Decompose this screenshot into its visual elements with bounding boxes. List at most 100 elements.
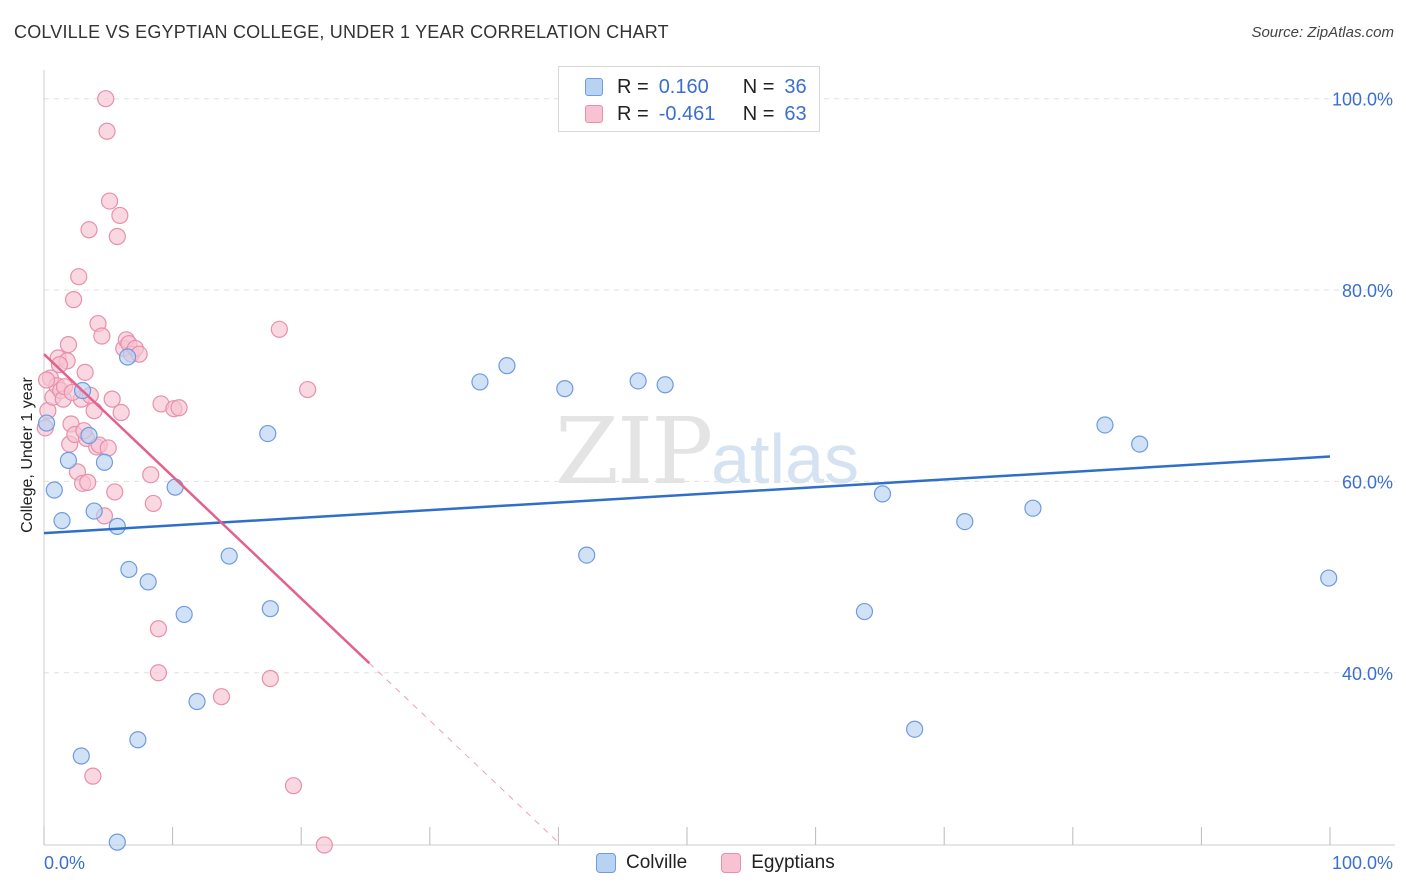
egyptians-point bbox=[98, 122, 116, 140]
colville-point bbox=[498, 357, 516, 375]
egyptians-point bbox=[106, 483, 124, 501]
egyptians-point bbox=[111, 206, 129, 225]
colville-point bbox=[53, 512, 71, 530]
n-label: N = bbox=[742, 102, 775, 125]
colville-point bbox=[471, 373, 489, 391]
legend-label-egyptians: Egyptians bbox=[751, 852, 835, 873]
egyptians-point bbox=[212, 688, 231, 706]
x-tick-label: 0.0% bbox=[44, 853, 85, 873]
egyptians-point bbox=[93, 327, 111, 345]
colville-point bbox=[956, 513, 974, 531]
egyptians-point bbox=[76, 363, 94, 381]
y-tick-label: 60.0% bbox=[1342, 472, 1393, 492]
egyptians-point bbox=[99, 439, 117, 457]
colville-swatch bbox=[585, 78, 603, 96]
colville-point bbox=[120, 560, 138, 579]
egyptians-point bbox=[144, 494, 162, 513]
egyptians-trendline-extension bbox=[369, 662, 562, 846]
colville-point bbox=[656, 376, 674, 394]
egyptians-point bbox=[149, 620, 168, 638]
legend-item-egyptians[interactable]: Egyptians bbox=[721, 852, 835, 874]
colville-point bbox=[80, 426, 98, 445]
legend-label-colville: Colville bbox=[626, 852, 688, 873]
egyptians-point bbox=[80, 221, 98, 239]
egyptians-point bbox=[149, 664, 168, 682]
colville-point bbox=[1131, 435, 1149, 453]
colville-point bbox=[855, 602, 874, 621]
egyptians-point bbox=[50, 356, 69, 374]
colville-point bbox=[59, 451, 78, 469]
egyptians-point bbox=[85, 402, 103, 420]
egyptians-point bbox=[112, 403, 130, 422]
colville-point bbox=[72, 747, 90, 765]
colville-point bbox=[1024, 499, 1042, 517]
egyptians-point bbox=[299, 380, 317, 399]
n-value: 63 bbox=[784, 102, 807, 125]
legend-row-colville: R = 0.160 N = 36 bbox=[585, 74, 807, 100]
colville-point bbox=[139, 573, 157, 591]
colville-point bbox=[188, 692, 206, 711]
egyptians-point bbox=[70, 268, 88, 286]
egyptians-point bbox=[142, 466, 160, 484]
egyptians-point bbox=[64, 291, 83, 309]
chart-title: COLVILLE VS EGYPTIAN COLLEGE, UNDER 1 YE… bbox=[14, 22, 669, 42]
egyptians-point bbox=[84, 767, 102, 785]
y-tick-label: 100.0% bbox=[1332, 90, 1393, 110]
colville-point bbox=[37, 414, 56, 432]
egyptians-swatch bbox=[585, 105, 603, 123]
source-label: Source: ZipAtlas.com bbox=[1251, 24, 1394, 41]
egyptians-point bbox=[59, 335, 78, 354]
x-tick-label: 100.0% bbox=[1332, 853, 1393, 873]
watermark: ZIPatlas bbox=[555, 398, 859, 505]
colville-swatch bbox=[596, 853, 616, 873]
egyptians-point bbox=[270, 320, 288, 338]
colville-point bbox=[129, 731, 147, 749]
colville-point bbox=[175, 605, 193, 624]
colville-point bbox=[906, 720, 924, 738]
colville-point bbox=[578, 546, 596, 564]
colville-point bbox=[556, 380, 574, 398]
r-label: R = bbox=[617, 75, 649, 98]
y-tick-label: 80.0% bbox=[1342, 281, 1393, 301]
n-value: 36 bbox=[784, 75, 807, 98]
colville-point bbox=[220, 547, 238, 565]
colville-point bbox=[95, 453, 114, 471]
watermark-zip: ZIP bbox=[555, 398, 713, 505]
y-axis-label: College, Under 1 year bbox=[19, 377, 36, 533]
colville-point bbox=[45, 481, 63, 499]
r-label: R = bbox=[617, 102, 649, 125]
egyptians-point bbox=[315, 836, 333, 854]
egyptians-point bbox=[37, 371, 56, 389]
colville-point bbox=[166, 478, 184, 496]
colville-point bbox=[1096, 416, 1114, 434]
series-legend: Colville Egyptians bbox=[596, 852, 869, 874]
egyptians-point bbox=[108, 227, 126, 246]
colville-point bbox=[1320, 569, 1338, 587]
egyptians-swatch bbox=[721, 853, 742, 873]
egyptians-point bbox=[97, 90, 115, 108]
legend-item-colville[interactable]: Colville bbox=[596, 852, 687, 874]
colville-point bbox=[259, 424, 277, 443]
colville-point bbox=[108, 517, 126, 535]
colville-trendline bbox=[43, 455, 1331, 535]
r-value: 0.160 bbox=[658, 75, 709, 98]
y-tick-label: 40.0% bbox=[1342, 664, 1393, 684]
egyptians-point bbox=[100, 192, 119, 210]
colville-point bbox=[118, 348, 137, 366]
egyptians-trendline bbox=[43, 353, 371, 665]
colville-point bbox=[261, 600, 279, 618]
colville-point bbox=[873, 485, 892, 503]
legend-row-egyptians: R = -0.461 N = 63 bbox=[585, 101, 807, 127]
egyptians-point bbox=[170, 399, 188, 417]
correlation-legend: R = 0.160 N = 36 R = -0.461 N = 63 bbox=[558, 66, 820, 132]
egyptians-point bbox=[103, 390, 121, 408]
colville-point bbox=[108, 833, 126, 851]
egyptians-point bbox=[261, 669, 279, 688]
r-value: -0.461 bbox=[658, 102, 716, 125]
colville-point bbox=[629, 372, 647, 390]
egyptians-point bbox=[79, 473, 97, 491]
egyptians-point bbox=[284, 777, 303, 795]
n-label: N = bbox=[742, 75, 775, 98]
colville-point bbox=[85, 502, 103, 520]
